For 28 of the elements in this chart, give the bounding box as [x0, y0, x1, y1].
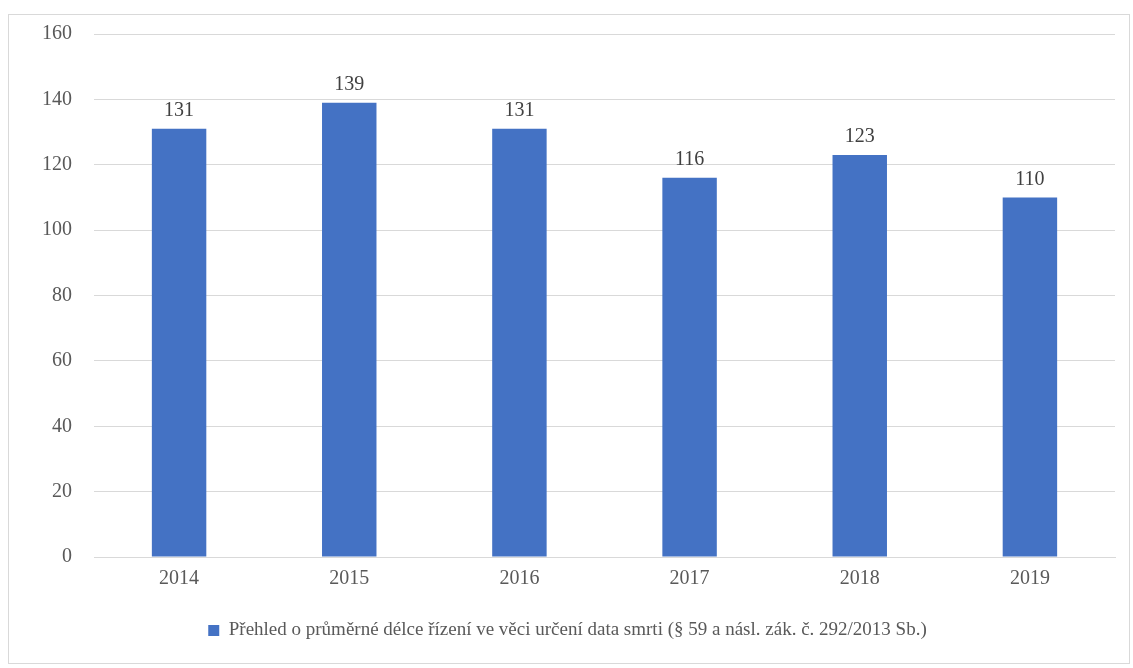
y-tick-label: 120: [42, 152, 72, 174]
y-tick-label: 40: [52, 413, 72, 436]
y-tick-label: 100: [42, 217, 72, 240]
x-tick-label: 2018: [839, 566, 880, 589]
y-tick-label: 140: [42, 86, 72, 109]
data-label: 131: [504, 98, 535, 121]
y-tick-label: 60: [52, 348, 72, 371]
y-tick-label: 80: [52, 282, 72, 305]
data-label: 123: [844, 124, 875, 147]
bar: [492, 128, 547, 557]
data-label: 116: [674, 147, 705, 170]
data-label: 110: [1015, 166, 1045, 189]
x-tick-label: 2019: [1009, 566, 1050, 589]
bar: [322, 102, 377, 557]
x-tick-label: 2017: [669, 566, 710, 589]
y-tick-label: 20: [52, 478, 72, 501]
x-tick-label: 2016: [499, 566, 540, 589]
bar: [151, 128, 207, 557]
x-tick-label: 2015: [329, 566, 370, 589]
bar: [1002, 197, 1058, 557]
data-label: 131: [164, 98, 195, 121]
y-tick-label: 0: [62, 544, 72, 567]
y-tick-label: 160: [42, 21, 72, 44]
bar: [832, 154, 887, 557]
data-label: 139: [334, 71, 365, 94]
bar: [662, 177, 717, 557]
x-tick-label: 2014: [159, 566, 200, 589]
legend-label: Přehled o průměrné délce řízení ve věci určení data smrti (§ 59 a násl. zák. č. 292/2013 Sb.): [228, 618, 927, 641]
